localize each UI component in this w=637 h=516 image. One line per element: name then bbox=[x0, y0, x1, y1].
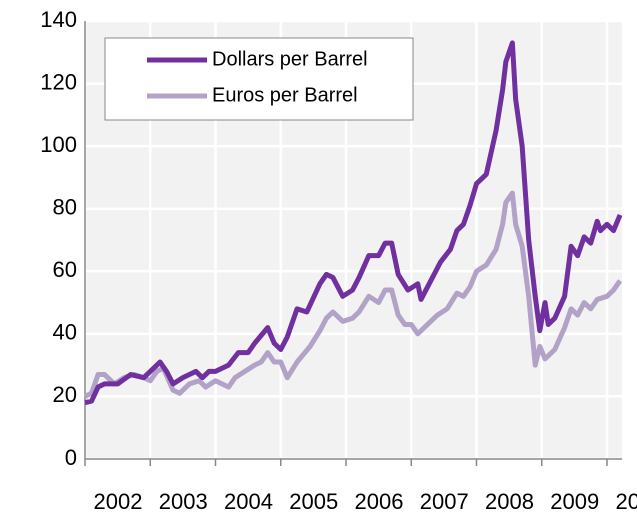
y-tick-label: 40 bbox=[53, 320, 77, 345]
y-tick-label: 140 bbox=[40, 7, 77, 32]
x-tick-label: 2005 bbox=[289, 489, 338, 514]
x-tick-label: 2008 bbox=[485, 489, 534, 514]
line-series bbox=[84, 40, 623, 406]
x-tick-label: 2004 bbox=[224, 489, 273, 514]
y-tick-label: 100 bbox=[40, 132, 77, 157]
y-tick-label: 60 bbox=[53, 257, 77, 282]
y-tick-label: 80 bbox=[53, 195, 77, 220]
legend-label: Dollars per Barrel bbox=[212, 48, 368, 70]
legend-label: Euros per Barrel bbox=[212, 84, 358, 106]
y-tick-label: 20 bbox=[53, 382, 77, 407]
x-tick-label: 2002 bbox=[94, 489, 143, 514]
x-tick-label: 2003 bbox=[159, 489, 208, 514]
x-tick-label: 2006 bbox=[355, 489, 404, 514]
x-tick-label: 2009 bbox=[550, 489, 599, 514]
x-tick-label: 2007 bbox=[420, 489, 469, 514]
x-tick-label: 2010 bbox=[616, 489, 637, 514]
y-tick-label: 120 bbox=[40, 69, 77, 94]
legend-box bbox=[104, 37, 414, 121]
line-series bbox=[83, 190, 623, 399]
y-tick-label: 0 bbox=[65, 445, 77, 470]
